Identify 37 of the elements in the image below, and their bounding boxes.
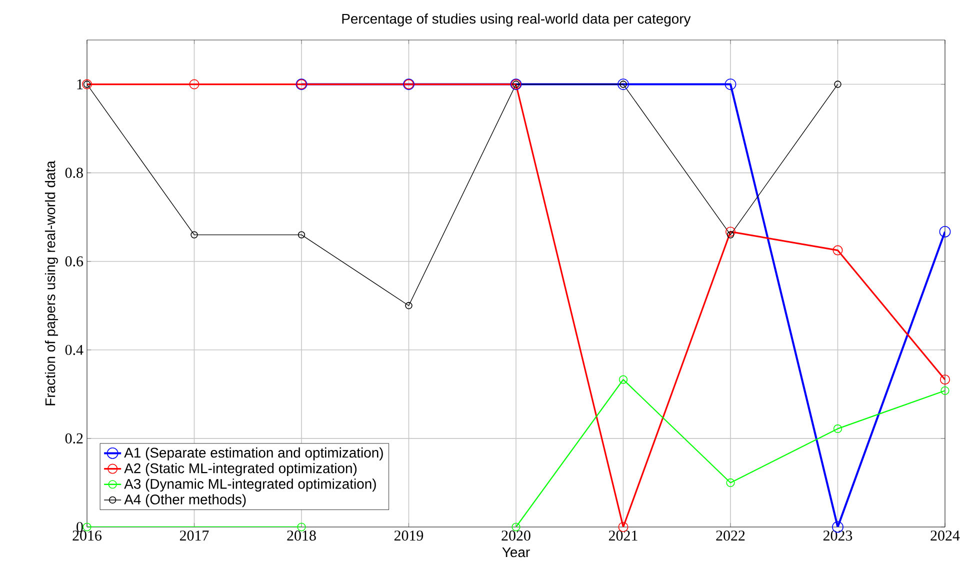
point xyxy=(618,375,628,384)
x-tick-label: 2022 xyxy=(716,530,745,541)
y-tick-label: 0.2 xyxy=(65,433,83,444)
point xyxy=(726,231,734,238)
y-tick-label: 0 xyxy=(76,522,83,532)
legend-label: A1 (Separate estimation and optimization) xyxy=(124,447,383,460)
point xyxy=(405,302,412,310)
point xyxy=(725,226,736,237)
point xyxy=(939,226,951,238)
x-tick-label: 2018 xyxy=(287,530,316,541)
point xyxy=(190,231,198,238)
point xyxy=(724,78,736,90)
point xyxy=(940,374,950,385)
point xyxy=(833,424,842,434)
y-axis-title: Fraction of papers using real-world data xyxy=(44,160,58,406)
point xyxy=(940,386,950,395)
x-tick-label: 2019 xyxy=(394,530,424,541)
point xyxy=(834,80,842,88)
y-tick-label: 1 xyxy=(77,79,83,90)
x-tick-label: 2020 xyxy=(502,530,530,541)
point xyxy=(832,245,843,256)
x-tick-label: 2016 xyxy=(72,530,102,541)
point xyxy=(726,478,735,488)
x-tick-label: 2023 xyxy=(823,530,852,541)
legend-label: A2 (Static ML-integrated optimization) xyxy=(124,462,357,476)
point xyxy=(189,79,200,90)
legend-label: A3 (Dynamic ML-integrated optimization) xyxy=(124,478,376,492)
y-tick-label: 0.6 xyxy=(65,256,84,266)
chart-title: Percentage of studies using real-world data per category xyxy=(342,13,691,26)
point xyxy=(298,231,306,238)
y-tick-label: 0.8 xyxy=(65,168,83,178)
x-tick-label: 2021 xyxy=(608,530,638,541)
x-axis-title: Year xyxy=(502,547,530,558)
x-tick-label: 2017 xyxy=(180,530,209,541)
legend-label: A4 (Other methods) xyxy=(124,494,246,508)
x-tick-label: 2024 xyxy=(930,530,960,541)
y-tick-label: 0.4 xyxy=(65,344,84,355)
